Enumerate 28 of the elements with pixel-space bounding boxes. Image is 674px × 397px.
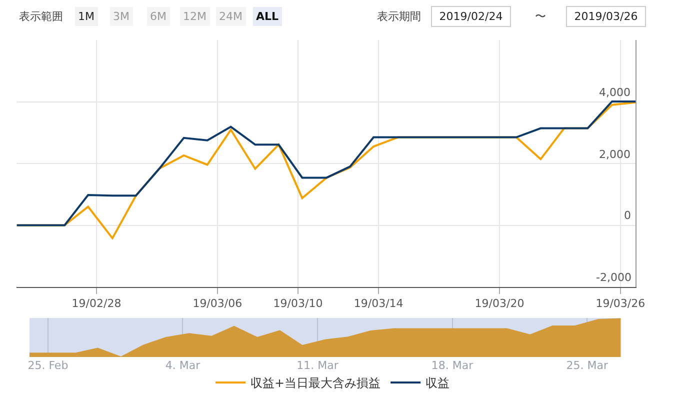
x-tick-label: 25. Mar [566, 359, 608, 372]
text: 24M [219, 10, 242, 23]
x-tick-label: 19/03/10 [273, 297, 323, 310]
x-tick-label: 18. Mar [431, 359, 474, 372]
y-tick-label: -2,000 [596, 271, 632, 284]
x-tick-label: 19/03/14 [354, 297, 404, 310]
text: 6M [150, 10, 166, 23]
text: 3M [113, 10, 130, 23]
text: 表示期間 [377, 10, 421, 23]
x-tick-label: 19/03/06 [192, 297, 242, 310]
x-tick-label: 19/03/20 [474, 297, 524, 310]
x-tick-label: 19/03/26 [596, 297, 646, 310]
legend-label: 収益+当日最大含み損益 [250, 376, 381, 390]
y-tick-label: 2,000 [599, 148, 630, 161]
text: 2019/02/24 [439, 10, 503, 23]
y-tick-label: 0 [624, 209, 631, 222]
text: ALL [256, 10, 279, 23]
x-tick-label: 25. Feb [28, 359, 68, 372]
text: 2019/03/26 [574, 10, 638, 23]
x-tick-label: 11. Mar [296, 359, 339, 372]
x-tick-label: 19/02/28 [72, 297, 122, 310]
x-tick-label: 4. Mar [165, 359, 201, 372]
text: 1M [78, 10, 94, 23]
y-tick-label: 4,000 [599, 86, 630, 99]
legend-label: 収益 [426, 376, 450, 390]
text: 表示範囲 [19, 10, 63, 23]
text: 12M [183, 10, 206, 23]
text: 〜 [535, 10, 546, 23]
